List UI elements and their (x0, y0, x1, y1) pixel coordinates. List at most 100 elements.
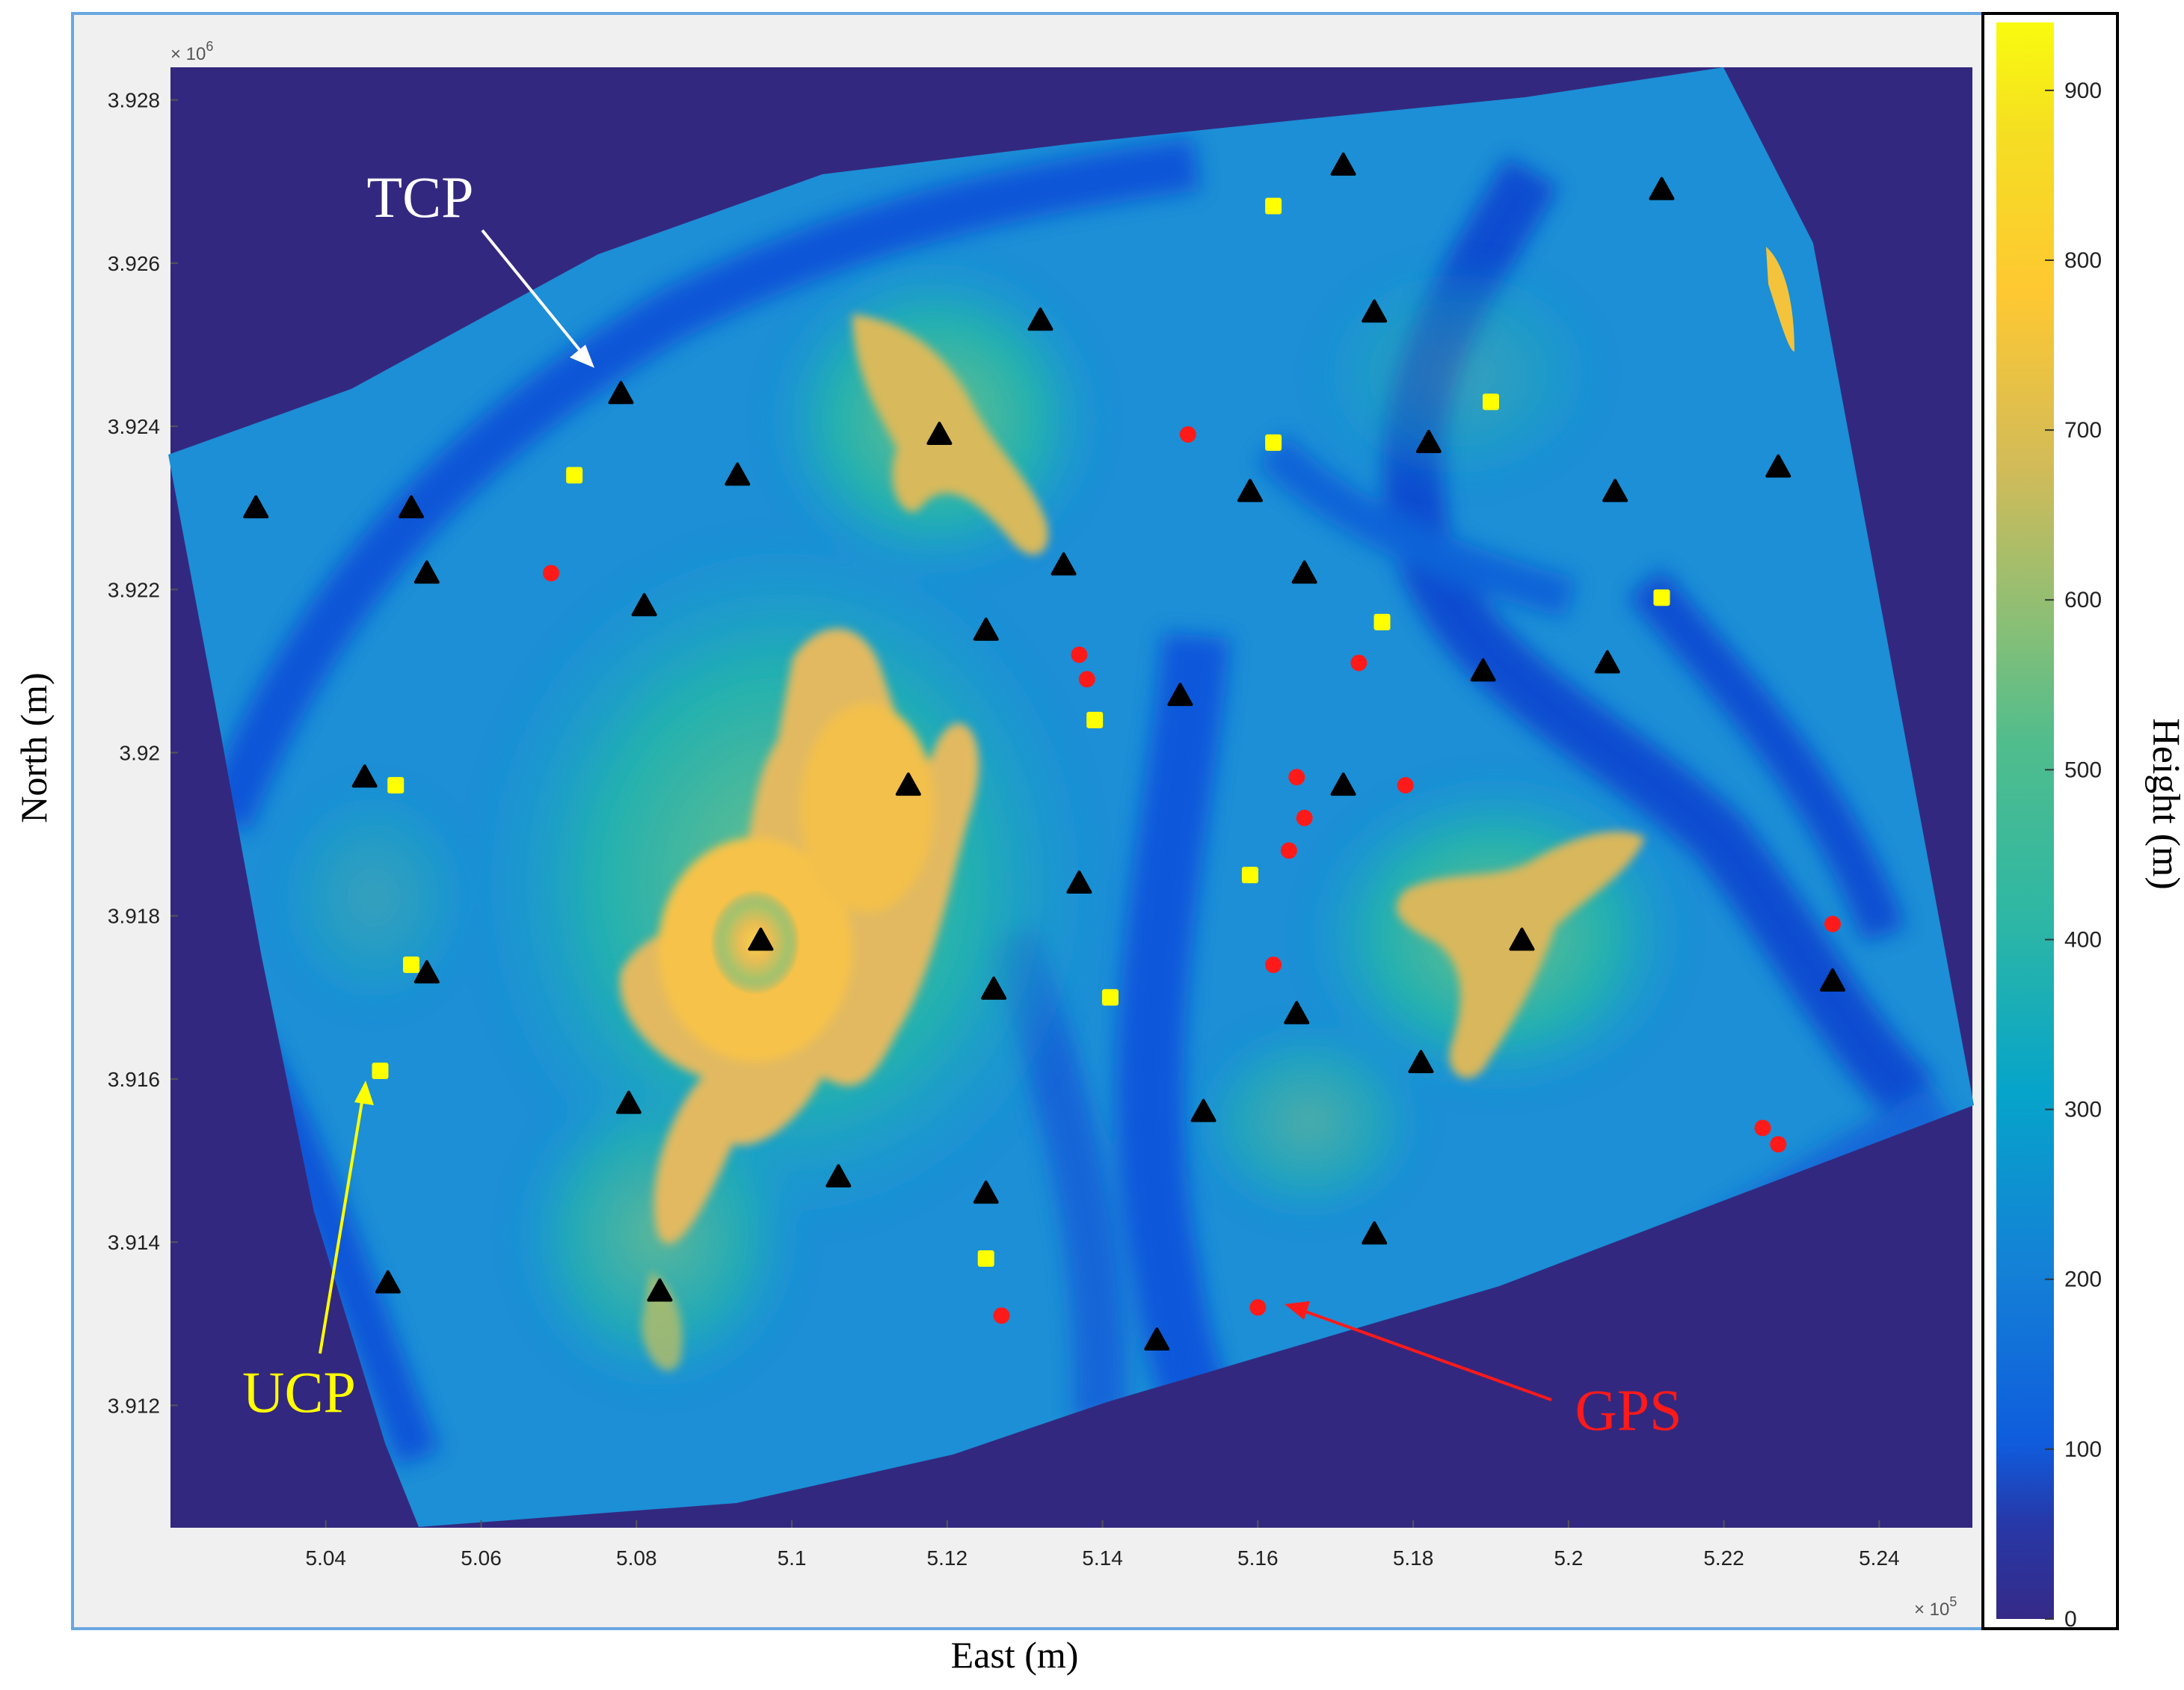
gps-marker (1265, 956, 1282, 974)
x-axis-ticks: 5.04 5.06 5.08 5.1 5.12 5.14 5.16 5.18 5.2 5.22 5.… (306, 1520, 1900, 1570)
x-tick-label: 5.18 (1393, 1546, 1434, 1570)
tcp-marker (399, 495, 425, 519)
gps-marker (1249, 1299, 1267, 1316)
ucp-marker (387, 777, 404, 794)
tcp-marker (1509, 927, 1535, 951)
x-tick-label: 5.1 (778, 1546, 807, 1570)
tcp-marker (1820, 968, 1846, 992)
tcp-marker (1066, 870, 1092, 894)
tcp-marker (1144, 1327, 1170, 1351)
gps-marker (1296, 809, 1313, 826)
tcp-marker (1408, 1050, 1434, 1074)
x-tick-label: 5.22 (1703, 1546, 1744, 1570)
tcp-marker (1415, 429, 1442, 453)
tcp-markers (243, 152, 1846, 1351)
x-tick-label: 5.08 (616, 1546, 657, 1570)
ucp-marker (372, 1063, 389, 1080)
tcp-marker (725, 462, 751, 486)
ucp-marker (566, 467, 583, 484)
tcp-marker (1167, 683, 1193, 707)
y-tick-label: 3.916 (108, 1068, 160, 1091)
y-tick-label: 3.922 (108, 578, 160, 601)
gps-arrow (1296, 1307, 1552, 1401)
ucp-marker (1265, 197, 1282, 215)
gps-arrowhead (1285, 1301, 1310, 1320)
colorbar-tick-label: 0 (2064, 1607, 2077, 1632)
tcp-arrow (481, 229, 588, 360)
ucp-marker (1086, 711, 1104, 728)
gps-marker (1824, 915, 1842, 932)
tcp-marker (1291, 560, 1317, 584)
y-axis-ticks: 3.928 3.926 3.924 3.922 3.92 3.918 3.916 3.914 3… (108, 89, 178, 1417)
tcp-marker (1190, 1098, 1216, 1122)
tcp-marker (631, 593, 657, 617)
tcp-marker (973, 1180, 999, 1204)
svg-text:× 105: × 105 (1914, 1594, 1957, 1620)
colorbar-tick-label: 600 (2064, 588, 2102, 612)
y-axis-exponent: × 106 (170, 39, 213, 64)
ucp-marker (1241, 867, 1258, 884)
colorbar-tick-label: 200 (2064, 1268, 2102, 1292)
tcp-marker (1594, 650, 1620, 674)
tcp-marker (895, 772, 921, 796)
gps-marker (1078, 671, 1095, 688)
ucp-marker (1265, 434, 1282, 451)
x-tick-label: 5.04 (306, 1546, 347, 1570)
tcp-marker (608, 381, 634, 405)
tcp-marker (825, 1164, 852, 1187)
colorbar-tick-label: 100 (2064, 1437, 2102, 1462)
x-tick-label: 5.16 (1237, 1546, 1279, 1570)
tcp-marker (243, 495, 269, 519)
tcp-marker (1765, 454, 1791, 478)
tcp-label: TCP (366, 165, 473, 230)
ucp-arrowhead (354, 1081, 374, 1105)
gps-marker (1179, 425, 1196, 443)
gps-marker (1280, 842, 1297, 859)
ucp-annotation: UCP (242, 1081, 374, 1425)
ucp-arrow (319, 1093, 365, 1354)
gps-marker (543, 565, 560, 582)
tcp-marker (1330, 772, 1356, 796)
tcp-arrowhead (570, 345, 594, 368)
colorbar: 0 100 200 300 400 500 600 700 800 900 (1981, 12, 2119, 1632)
y-tick-label: 3.912 (108, 1394, 160, 1417)
gps-marker (1770, 1136, 1787, 1153)
tcp-marker (1284, 1001, 1310, 1024)
ucp-marker (1482, 393, 1499, 411)
x-tick-label: 5.24 (1859, 1546, 1900, 1570)
tcp-marker (981, 976, 1007, 1000)
ucp-marker (977, 1250, 994, 1267)
y-tick-label: 3.92 (120, 741, 161, 764)
tcp-marker (926, 421, 953, 445)
y-tick-label: 3.918 (108, 905, 160, 928)
colorbar-tick-label: 300 (2064, 1098, 2102, 1122)
y-tick-label: 3.924 (108, 415, 160, 438)
tcp-marker (748, 927, 774, 951)
tcp-marker (1362, 299, 1388, 323)
gps-markers (543, 425, 1842, 1324)
gps-marker (1288, 769, 1305, 786)
ucp-label: UCP (242, 1359, 356, 1425)
gps-label: GPS (1575, 1377, 1682, 1442)
ucp-marker (1374, 613, 1391, 630)
x-axis-exponent: × 105 (1914, 1594, 1957, 1620)
tcp-annotation: TCP (366, 165, 594, 368)
tcp-marker (1237, 479, 1263, 503)
gps-marker (1350, 654, 1368, 672)
colorbar-tick-label: 500 (2064, 758, 2102, 782)
colorbar-gradient (1996, 22, 2054, 1619)
gps-marker (1397, 777, 1414, 794)
tcp-marker (1330, 152, 1356, 176)
gps-annotation: GPS (1285, 1301, 1682, 1442)
ucp-marker (1653, 589, 1670, 606)
tcp-marker (413, 560, 440, 584)
colorbar-tick-label: 800 (2064, 248, 2102, 273)
y-tick-label: 3.914 (108, 1231, 160, 1254)
tcp-marker (351, 764, 378, 788)
x-tick-label: 5.14 (1082, 1546, 1123, 1570)
y-tick-label: 3.926 (108, 252, 160, 275)
colorbar-ticks: 0 100 200 300 400 500 600 700 800 900 (2045, 79, 2102, 1632)
y-tick-label: 3.928 (108, 89, 160, 112)
